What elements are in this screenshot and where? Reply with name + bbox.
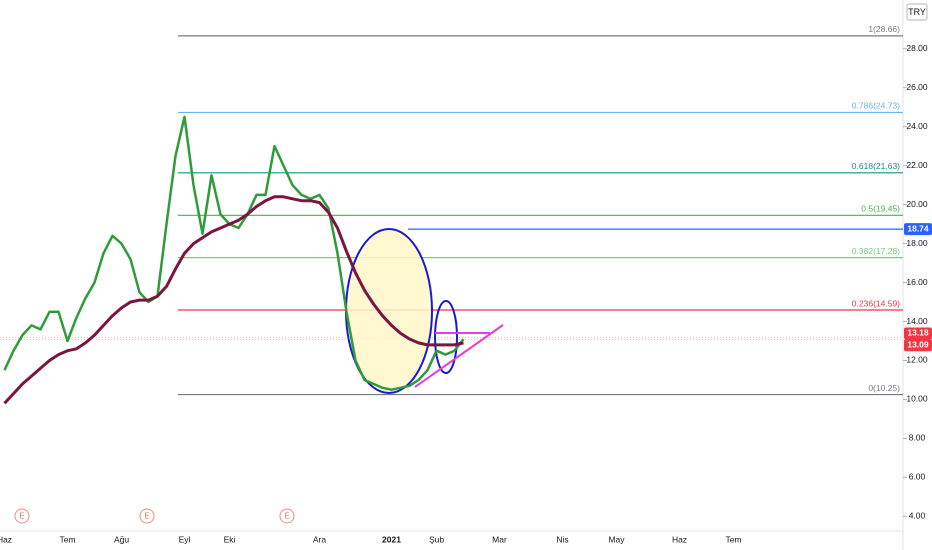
x-tick-label: May — [608, 534, 625, 544]
y-tick-label: 4.00 — [909, 511, 926, 521]
y-tick-label: 28.00 — [906, 43, 928, 53]
x-tick-label: Şub — [429, 534, 444, 544]
drawings — [345, 228, 504, 394]
x-tick-label: Mar — [492, 534, 507, 544]
event-circle[interactable] — [279, 508, 295, 524]
price-badge — [904, 223, 932, 236]
y-tick-label: 10.00 — [906, 394, 928, 404]
event-label[interactable]: E — [144, 512, 149, 521]
y-tick-label: 26.00 — [906, 82, 928, 92]
series-line — [3, 115, 465, 391]
x-tick-label: Ağu — [114, 534, 129, 544]
y-tick-label: 22.00 — [906, 160, 928, 170]
y-tick-label: 20.00 — [906, 199, 928, 209]
currency[interactable]: TRY — [908, 7, 926, 17]
event-label[interactable]: E — [284, 512, 289, 521]
price-badge-label: 13.18 — [907, 328, 929, 338]
x-tick-label: Tem — [725, 534, 741, 544]
y-tick-label: 6.00 — [909, 472, 926, 482]
x-tick-label: Eyl — [179, 534, 191, 544]
event-label[interactable]: E — [19, 512, 24, 521]
y-tick-label: 14.00 — [906, 316, 928, 326]
price-badge — [904, 339, 932, 352]
fib-label: 0.5(19.45) — [861, 204, 900, 214]
fib-label: 0(10.25) — [868, 383, 900, 393]
series-line — [3, 195, 464, 405]
currency-box[interactable] — [906, 3, 928, 21]
y-tick-label: 24.00 — [906, 121, 928, 131]
trend-line — [414, 324, 504, 388]
price-badge-label: 13.09 — [907, 339, 929, 349]
x-tick-label: Nis — [556, 534, 568, 544]
x-tick-label: Haz — [0, 534, 12, 544]
fib-label: 1(28.66) — [868, 24, 900, 34]
ellipse-drawing — [434, 300, 458, 374]
fib-label: 0.618(21.63) — [852, 161, 900, 171]
y-tick-label: 16.00 — [906, 277, 928, 287]
y-tick-label: 12.00 — [906, 355, 928, 365]
x-tick-label: Ara — [313, 534, 327, 544]
price-badge — [904, 327, 932, 340]
fib-label: 0.236(14.59) — [852, 298, 900, 308]
event-circle[interactable] — [14, 508, 30, 524]
x-tick-label: 2021 — [382, 534, 401, 544]
event-circle[interactable] — [139, 508, 155, 524]
fib-label: 0.382(17.28) — [852, 246, 900, 256]
y-tick-label: 18.00 — [906, 238, 928, 248]
y-tick-label: 8.00 — [909, 433, 926, 443]
x-tick-label: Eki — [224, 534, 236, 544]
x-tick-label: Tem — [59, 534, 75, 544]
event-markers: E E E — [14, 508, 295, 524]
x-tick-label: Haz — [672, 534, 687, 544]
fib-label: 0.786(24.73) — [852, 101, 900, 111]
price-badge-label: 18.74 — [907, 223, 929, 233]
